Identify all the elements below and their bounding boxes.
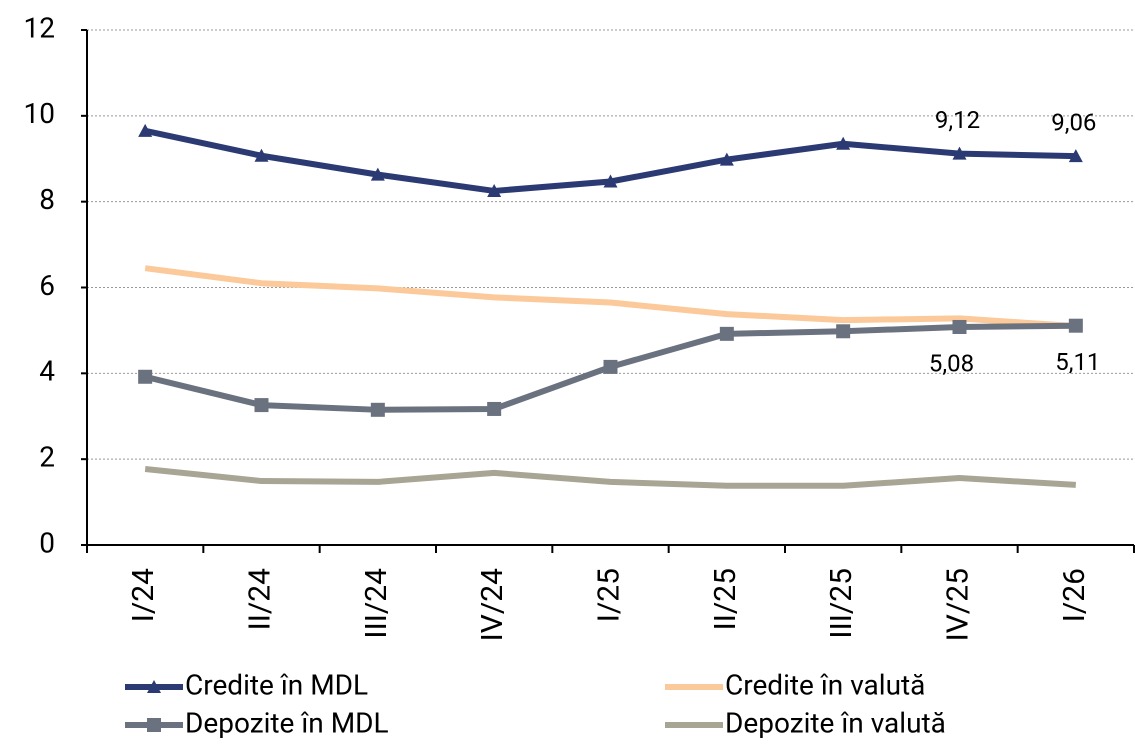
legend-label: Credite în MDL	[185, 668, 368, 701]
x-tick-label: II/25	[708, 568, 743, 630]
y-tick-label: 4	[39, 355, 55, 388]
series-marker	[836, 136, 851, 150]
series-line	[144, 265, 1077, 330]
y-tick-label: 12	[24, 11, 55, 44]
series-line	[144, 466, 1077, 489]
x-tick-label: I/26	[1057, 568, 1092, 622]
series-marker	[487, 401, 502, 416]
series-marker	[254, 148, 269, 162]
series-marker	[138, 123, 153, 137]
series-marker	[138, 369, 153, 384]
x-tick-label: I/25	[591, 568, 626, 622]
legend-label: Depozite în valută	[725, 706, 946, 739]
y-tick-label: 6	[39, 269, 55, 302]
y-tick-label: 8	[39, 183, 55, 216]
series-marker	[952, 319, 967, 334]
series-marker	[603, 174, 618, 188]
legend-label: Credite în valută	[725, 668, 925, 701]
data-label: 9,12	[935, 106, 980, 134]
data-label: 5,11	[1055, 348, 1100, 376]
series-marker	[1068, 318, 1083, 333]
x-tick-label: I/24	[126, 568, 161, 622]
series-marker	[1068, 149, 1083, 163]
x-tick-label: IV/24	[475, 568, 510, 641]
legend-marker	[147, 680, 161, 693]
x-tick-label: III/24	[359, 568, 394, 639]
data-label: 9,06	[1051, 109, 1096, 137]
legend-marker	[147, 718, 161, 732]
series-marker	[370, 167, 385, 181]
data-label: 5,08	[929, 349, 974, 377]
series-marker	[836, 324, 851, 339]
series-marker	[254, 398, 269, 413]
series-marker	[719, 152, 734, 166]
y-tick-label: 10	[24, 97, 55, 130]
x-tick-label: II/24	[242, 568, 277, 631]
y-tick-label: 0	[39, 526, 55, 559]
y-tick-label: 2	[39, 441, 55, 474]
series-marker	[603, 359, 618, 374]
x-tick-label: III/25	[824, 568, 859, 639]
legend-label: Depozite în MDL	[185, 706, 389, 739]
series-marker	[952, 146, 967, 160]
series-marker	[487, 183, 502, 197]
series-marker	[370, 402, 385, 417]
x-tick-label: IV/25	[940, 568, 975, 641]
series-marker	[719, 326, 734, 341]
